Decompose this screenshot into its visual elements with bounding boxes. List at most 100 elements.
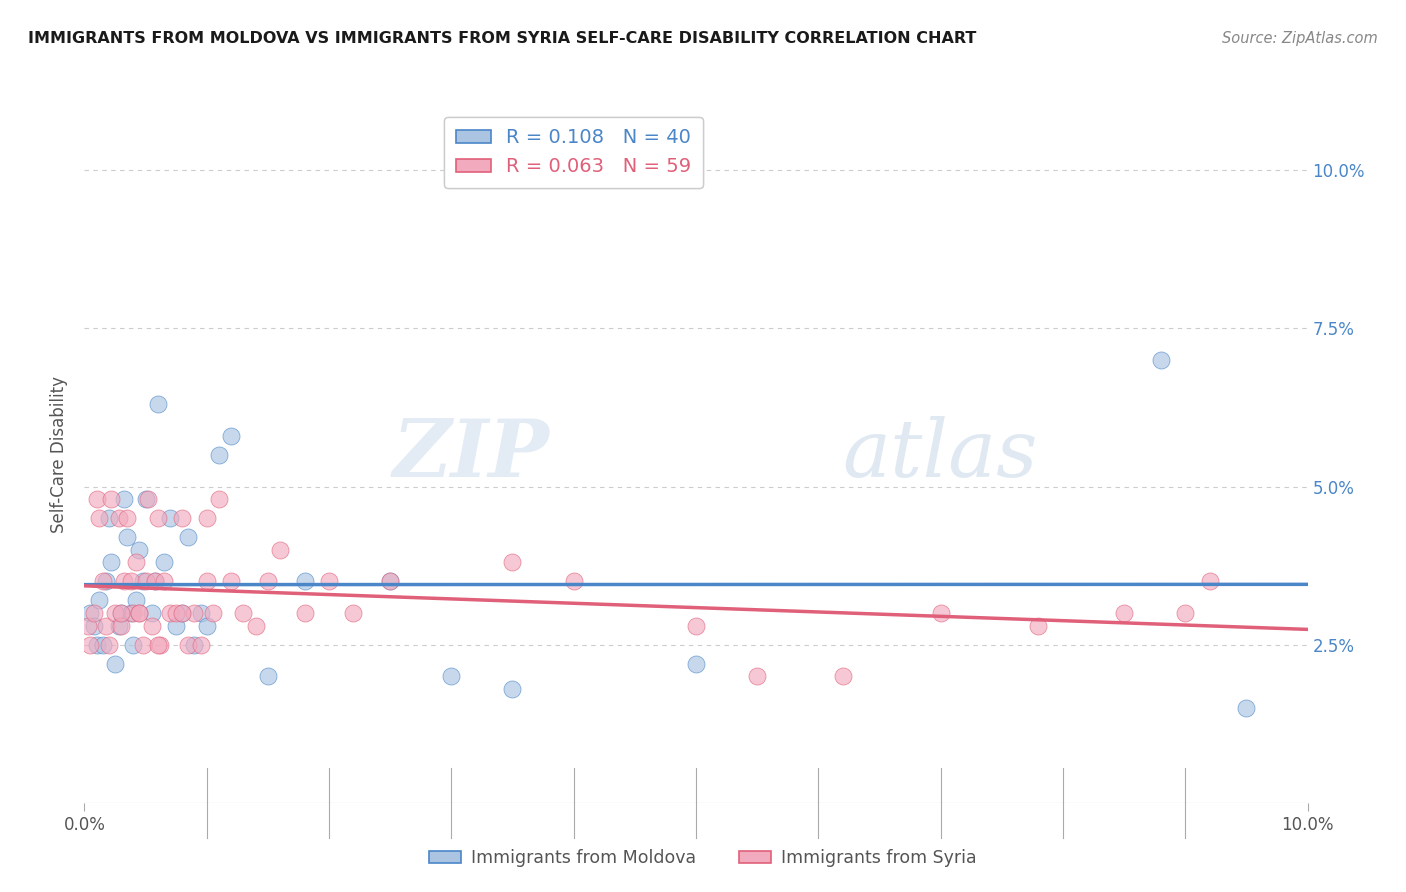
Point [79,606,101,620]
Point [294,606,316,620]
Point [97,511,120,525]
Point [165,618,187,632]
Point [208,448,231,462]
Point [219,574,242,589]
Point [143,574,166,589]
Point [159,606,181,620]
Point [96,574,118,589]
Point [562,574,585,589]
Point [107,618,129,632]
Point [112,492,135,507]
Point [100,492,122,507]
Point [1198,574,1220,589]
Point [143,574,166,589]
Point [86,492,108,507]
Point [201,606,224,620]
Point [440,669,463,683]
Point [107,511,129,525]
Point [183,638,205,652]
Point [146,511,169,525]
Point [1028,618,1050,632]
Text: IMMIGRANTS FROM MOLDOVA VS IMMIGRANTS FROM SYRIA SELF-CARE DISABILITY CORRELATIO: IMMIGRANTS FROM MOLDOVA VS IMMIGRANTS FR… [28,31,977,46]
Point [141,618,163,632]
Point [159,511,181,525]
Point [257,669,280,683]
Point [122,606,145,620]
Point [87,511,110,525]
Point [245,618,267,632]
Point [685,618,707,632]
Point [87,593,110,607]
Point [79,638,101,652]
Point [153,556,176,570]
Point [115,530,138,544]
Point [149,638,172,652]
Point [172,606,194,620]
Point [269,542,291,557]
Point [502,681,524,696]
Point [96,618,118,632]
Point [136,492,159,507]
Point [172,511,194,525]
Point [380,574,402,589]
Point [135,492,157,507]
Point [110,618,132,632]
Point [380,574,402,589]
Point [177,530,200,544]
Point [165,606,187,620]
Point [112,574,135,589]
Text: atlas: atlas [842,417,1038,493]
Point [208,492,231,507]
Point [1236,701,1258,715]
Point [132,574,155,589]
Point [831,669,853,683]
Point [1174,606,1197,620]
Point [177,638,200,652]
Point [86,638,108,652]
Point [100,556,122,570]
Point [685,657,707,671]
Point [195,618,218,632]
Point [257,574,280,589]
Point [110,606,132,620]
Point [135,574,157,589]
Point [115,511,138,525]
Point [104,657,127,671]
Point [1150,353,1173,368]
Point [747,669,769,683]
Point [110,606,132,620]
Point [128,542,150,557]
Text: Source: ZipAtlas.com: Source: ZipAtlas.com [1222,31,1378,46]
Point [83,606,105,620]
Point [77,618,100,632]
Point [195,574,218,589]
Point [91,638,114,652]
Point [132,638,155,652]
Point [219,429,242,443]
Point [120,606,142,620]
Text: ZIP: ZIP [392,417,550,493]
Point [294,574,316,589]
Point [128,606,150,620]
Point [125,556,148,570]
Point [104,606,127,620]
Point [128,606,150,620]
Point [120,574,142,589]
Point [83,618,105,632]
Point [183,606,205,620]
Point [146,638,169,652]
Point [318,574,340,589]
Point [190,606,212,620]
Point [91,574,114,589]
Point [342,606,364,620]
Point [190,638,212,652]
Y-axis label: Self-Care Disability: Self-Care Disability [51,376,69,533]
Point [153,574,176,589]
Point [232,606,254,620]
Point [1114,606,1136,620]
Point [502,556,524,570]
Point [122,638,145,652]
Point [172,606,194,620]
Legend: R = 0.108   N = 40, R = 0.063   N = 59: R = 0.108 N = 40, R = 0.063 N = 59 [444,117,703,188]
Point [97,638,120,652]
